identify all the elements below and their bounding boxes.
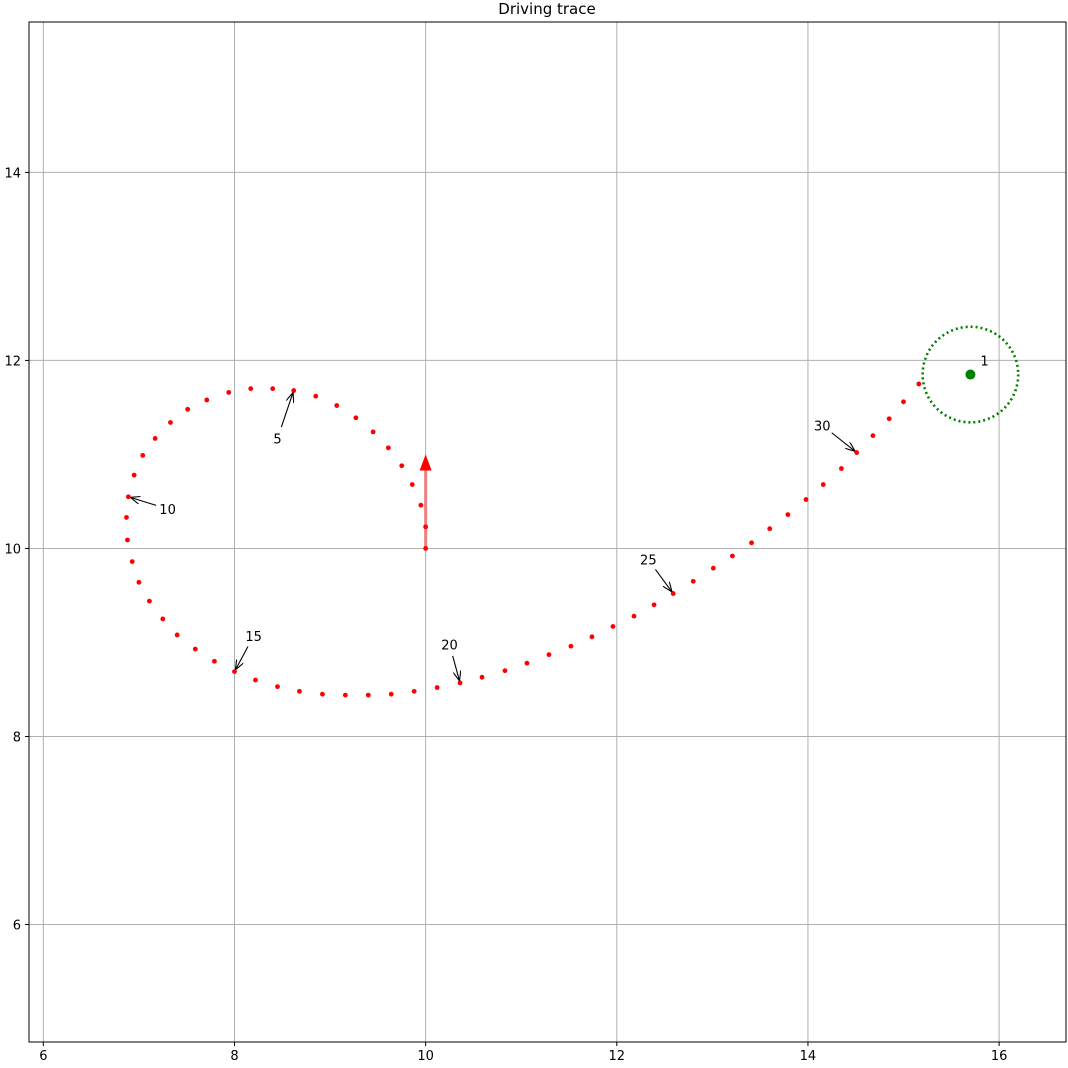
trace-point (457, 680, 463, 686)
trace-point (749, 540, 754, 546)
annotation-label: 10 (159, 503, 176, 518)
trace-point (152, 436, 158, 441)
trace-point (901, 399, 906, 405)
grid-lines (29, 22, 1066, 1042)
annotation-label: 30 (814, 419, 831, 434)
trace-point (313, 393, 319, 399)
trace-point (204, 397, 210, 403)
y-tick-label: 12 (4, 354, 21, 369)
trace-point (160, 616, 166, 622)
trace-point (568, 643, 574, 649)
trace-point (690, 578, 696, 584)
trace-point (886, 416, 892, 422)
target-label: 1 (980, 355, 988, 370)
trace-point (838, 466, 844, 471)
y-tick-label: 8 (13, 730, 21, 745)
trace-point (524, 660, 530, 666)
y-tick-label: 14 (4, 166, 21, 181)
trace-point (423, 546, 429, 551)
annotation-arrow (236, 646, 249, 668)
trace-point (291, 388, 297, 393)
trace-point (803, 497, 809, 502)
trace-point (434, 685, 440, 690)
trace-point (212, 658, 217, 664)
trace-point (253, 677, 258, 683)
trace-point (129, 559, 135, 565)
annotation-arrow (280, 393, 292, 428)
annotation-arrow (831, 432, 855, 451)
trace-point (388, 691, 394, 697)
annotation-label: 15 (245, 630, 262, 645)
x-tick-label: 10 (417, 1049, 434, 1064)
trace-point (820, 482, 826, 487)
annotation-arrow (131, 498, 157, 506)
trace-point (125, 537, 130, 543)
trace-point (916, 381, 922, 387)
trace-point (546, 652, 552, 658)
x-tick-label: 12 (609, 1049, 626, 1064)
trace-point (275, 684, 280, 690)
trace-point (226, 389, 232, 395)
trace-point (385, 445, 391, 451)
trace-point (411, 688, 417, 694)
y-tick-label: 10 (4, 542, 21, 557)
trace-point (710, 565, 716, 571)
trace-point (785, 512, 791, 518)
trace-point (232, 669, 237, 675)
trace-point (370, 429, 376, 435)
x-tick-label: 14 (800, 1049, 817, 1064)
annotation-label: 20 (441, 638, 458, 653)
trace-point (192, 646, 198, 652)
annotation-label: 5 (273, 432, 281, 447)
trace-point (124, 515, 129, 520)
annotation-arrow (452, 655, 460, 680)
trace-point (418, 502, 424, 508)
x-tick-label: 16 (991, 1049, 1008, 1064)
trace-point (670, 591, 676, 596)
trace-point (342, 692, 348, 698)
trace-point (320, 691, 325, 697)
trace-point (610, 624, 616, 629)
trace-point (399, 463, 405, 469)
trace-point (168, 420, 173, 425)
trace-point (353, 415, 359, 421)
x-tick-label: 8 (230, 1049, 238, 1064)
x-tick-label: 6 (39, 1049, 47, 1064)
trace-point (631, 613, 637, 619)
trace-point (651, 602, 657, 608)
trace-point (365, 692, 371, 698)
trace-point (297, 688, 302, 694)
trace-point (423, 524, 429, 530)
trace-point (870, 433, 876, 439)
target-point (965, 369, 976, 380)
trace-point (502, 668, 508, 674)
target-radius-circle (921, 325, 1020, 424)
trace-marks (124, 325, 1020, 698)
trace-point (589, 634, 595, 640)
trace-point (730, 553, 735, 559)
trace-point (131, 472, 137, 478)
trace-point (767, 526, 773, 532)
chart-title: Driving trace (498, 0, 595, 18)
trace-point (136, 579, 142, 585)
trace-point (147, 598, 152, 604)
annotation-label: 25 (640, 554, 657, 569)
trace-point (854, 450, 860, 455)
trace-point (334, 403, 340, 408)
trace-point (479, 674, 485, 680)
trace-point (140, 452, 146, 458)
y-tick-label: 6 (13, 918, 21, 933)
start-arrow-head (419, 454, 432, 471)
trace-point (125, 494, 131, 500)
trace-point (185, 406, 191, 412)
trace-point (174, 632, 180, 638)
annotation-arrow (654, 569, 671, 591)
trace-point (409, 482, 415, 487)
trace-point (248, 386, 254, 392)
trace-point (270, 386, 276, 392)
axis-ticks: 6 8 10 12 14 16 6 8 10 12 14 (4, 166, 1007, 1064)
plot-frame (28, 21, 1067, 1043)
